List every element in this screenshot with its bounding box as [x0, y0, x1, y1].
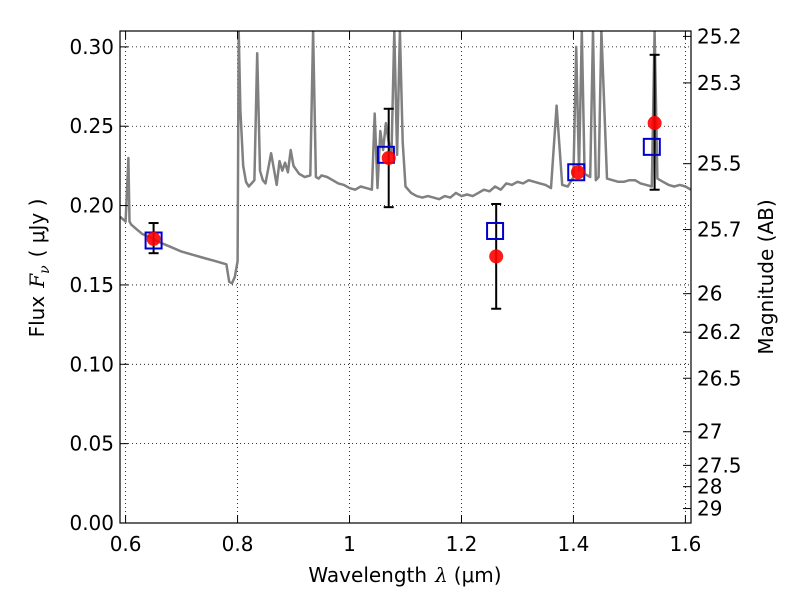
x-tick-label: 1 — [343, 532, 356, 556]
model-square — [642, 137, 661, 156]
y-tick-label: 0.15 — [69, 273, 114, 297]
y2-tick-label: 29 — [697, 497, 722, 521]
observed-point — [570, 165, 585, 180]
model-square — [486, 221, 505, 240]
y2-tick-label: 25.7 — [697, 218, 742, 242]
axis-ticks: 0.6 0.8 1 1.2 1.4 1.6 0.00 0.05 0.10 0.15 0.20 0.25… — [69, 24, 741, 556]
photometry-points — [144, 53, 662, 310]
y2-tick-label: 25.5 — [697, 152, 742, 176]
y2-tick-label: 25.2 — [697, 24, 742, 48]
y2-tick-label: 25.3 — [697, 71, 742, 95]
y-tick-label: 0.20 — [69, 194, 114, 218]
y2-tick-label: 26 — [697, 282, 722, 306]
x-axis-label: Wavelength λ (μm) — [308, 563, 501, 587]
x-tick-label: 1.4 — [558, 532, 590, 556]
model-spectrum — [120, 31, 691, 285]
observed-point — [146, 231, 161, 246]
spectrum-line — [120, 31, 691, 285]
y-tick-label: 0.05 — [69, 432, 114, 456]
observed-point — [381, 150, 396, 165]
x-tick-label: 1.2 — [446, 532, 478, 556]
observed-point — [647, 116, 662, 131]
y2-tick-label: 27 — [697, 420, 722, 444]
y-tick-label: 0.25 — [69, 114, 114, 138]
x-tick-label: 0.6 — [110, 532, 142, 556]
y2-tick-label: 26.2 — [697, 320, 742, 344]
observed-point — [489, 249, 504, 264]
y2-tick-label: 27.5 — [697, 453, 742, 477]
y2-tick-label: 28 — [697, 475, 722, 499]
x-tick-label: 1.6 — [669, 532, 701, 556]
plot-frame — [119, 30, 692, 524]
y-axis-label: FluxFν( μJy ) — [25, 199, 53, 338]
y-tick-label: 0.10 — [69, 352, 114, 376]
y2-tick-label: 26.5 — [697, 366, 742, 390]
y2-axis-label: Magnitude (AB) — [754, 199, 778, 354]
y-tick-label: 0.30 — [69, 35, 114, 59]
x-tick-label: 0.8 — [222, 532, 254, 556]
y-tick-label: 0.00 — [69, 511, 114, 535]
